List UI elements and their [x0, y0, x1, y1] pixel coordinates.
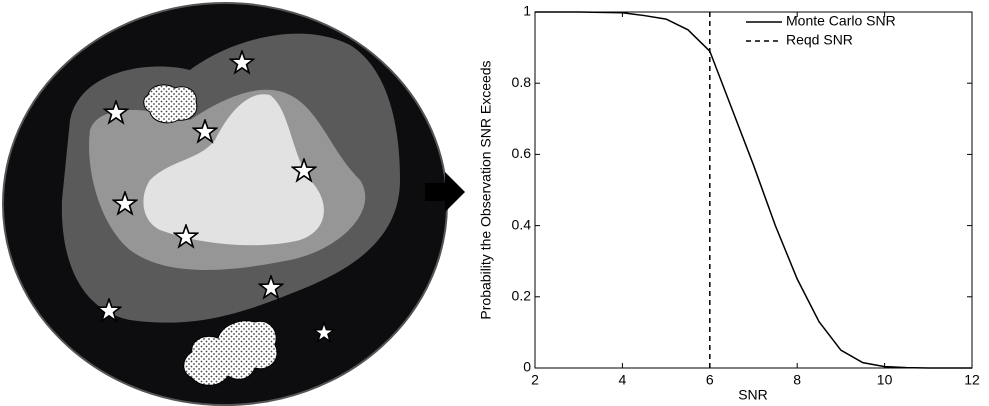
x-tick-label: 12 — [964, 372, 980, 388]
y-tick-label: 0.8 — [512, 74, 532, 90]
x-tick-label: 10 — [877, 372, 893, 388]
y-tick-label: 0 — [523, 359, 531, 375]
y-tick-label: 0.4 — [512, 216, 532, 232]
x-tick-label: 2 — [531, 372, 539, 388]
page: {"chart_data": {"type": "line", "xlabel"… — [0, 0, 989, 406]
y-axis-label: Probability the Observation SNR Exceeds — [478, 60, 494, 319]
x-axis-label: SNR — [738, 387, 768, 403]
sky-illustration — [3, 3, 447, 405]
figure: Probability the Observation SNR Exceeds … — [0, 0, 989, 406]
x-tick-label: 8 — [793, 372, 801, 388]
legend-label: Monte Carlo SNR — [786, 13, 896, 29]
data-line — [535, 12, 972, 368]
x-tick-label: 4 — [619, 372, 627, 388]
y-tick-label: 0.2 — [512, 288, 532, 304]
y-tick-label: 0.6 — [512, 145, 532, 161]
legend-label: Reqd SNR — [786, 32, 853, 48]
y-tick-label: 1 — [523, 3, 531, 19]
plot-frame — [535, 12, 972, 368]
x-tick-label: 6 — [706, 372, 714, 388]
